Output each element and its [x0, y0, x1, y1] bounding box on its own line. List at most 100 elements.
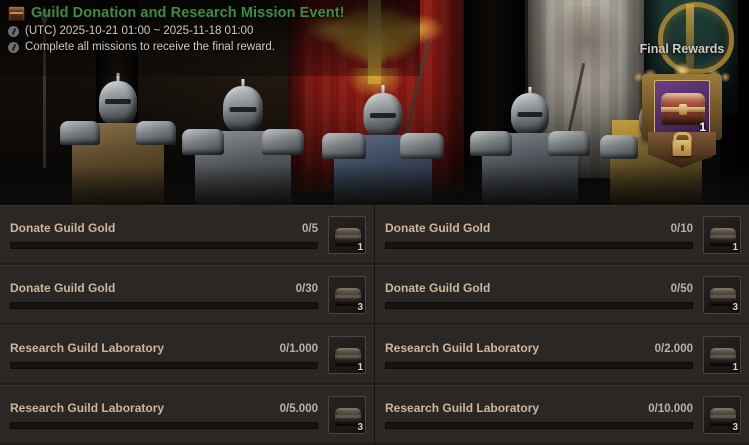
mission-progress-count: 0/10 — [670, 222, 693, 235]
mission-info: Donate Guild Gold 0/5 — [10, 221, 328, 249]
mission-row[interactable]: Research Guild Laboratory 0/10.000 3 — [375, 385, 749, 443]
banner-bottom-fade — [0, 165, 749, 205]
mission-row[interactable]: Donate Guild Gold 0/10 1 — [375, 205, 749, 263]
mission-info: Donate Guild Gold 0/30 — [10, 281, 328, 309]
treasure-chest-item-icon — [661, 93, 705, 125]
mission-reward-slot[interactable]: 3 — [703, 395, 741, 434]
info-icon — [8, 25, 19, 37]
knight-plume — [116, 73, 120, 85]
knight-pauldron-right — [548, 131, 590, 156]
knight-plume — [528, 87, 532, 97]
knight-plume — [241, 79, 245, 90]
mission-header: Donate Guild Gold 0/5 — [10, 221, 318, 235]
mission-reward-slot[interactable]: 1 — [328, 335, 366, 374]
mission-row[interactable]: Research Guild Laboratory 0/1.000 1 — [0, 325, 374, 383]
chest-icon — [335, 227, 361, 246]
final-rewards-label: Final Rewards — [639, 42, 725, 56]
mission-header: Research Guild Laboratory 0/10.000 — [385, 401, 693, 415]
column-divider — [374, 205, 375, 445]
mission-name: Research Guild Laboratory — [10, 340, 165, 355]
mission-reward-slot[interactable]: 3 — [703, 275, 741, 314]
treasure-chest-icon — [8, 5, 25, 21]
mission-header: Research Guild Laboratory 0/2.000 — [385, 341, 693, 355]
banner-artwork — [0, 0, 749, 205]
page-title: Guild Donation and Research Mission Even… — [31, 5, 345, 21]
mission-info: Research Guild Laboratory 0/1.000 — [10, 341, 328, 369]
mission-name: Donate Guild Gold — [385, 220, 491, 235]
knight-pauldron-right — [400, 133, 444, 159]
knight-pauldron-left — [600, 135, 638, 159]
event-note-text: Complete all missions to receive the fin… — [25, 41, 275, 53]
mission-reward-quantity: 3 — [732, 421, 738, 433]
event-period-line: (UTC) 2025-10-21 01:00 ~ 2025-11-18 01:0… — [8, 25, 345, 37]
final-rewards-panel[interactable]: Final Rewards 1 — [623, 42, 741, 168]
chest-icon — [335, 287, 361, 306]
mission-progress-count: 0/10.000 — [648, 402, 693, 415]
mission-header: Research Guild Laboratory 0/1.000 — [10, 341, 318, 355]
event-period-text: (UTC) 2025-10-21 01:00 ~ 2025-11-18 01:0… — [25, 25, 254, 37]
mission-name: Donate Guild Gold — [10, 220, 116, 235]
knight-pauldron-left — [182, 129, 224, 155]
knight-pauldron-right — [262, 129, 304, 155]
knight-pauldron-left — [470, 131, 512, 156]
knight-pauldron-left — [322, 133, 366, 159]
mission-progress-count: 0/5.000 — [279, 402, 318, 415]
mission-info: Research Guild Laboratory 0/5.000 — [10, 401, 328, 429]
final-rewards-plaque[interactable]: 1 — [628, 58, 736, 168]
mission-progress-count: 0/5 — [302, 222, 318, 235]
mission-name: Research Guild Laboratory — [385, 400, 540, 415]
event-title-row: Guild Donation and Research Mission Even… — [8, 5, 345, 21]
header-scrim — [0, 0, 420, 76]
info-icon — [8, 41, 19, 53]
mission-header: Research Guild Laboratory 0/5.000 — [10, 401, 318, 415]
final-reward-quantity: 1 — [699, 120, 706, 134]
mission-row[interactable]: Donate Guild Gold 0/5 1 — [0, 205, 374, 263]
mission-reward-quantity: 1 — [357, 361, 363, 373]
mission-reward-slot[interactable]: 1 — [328, 215, 366, 254]
mission-row[interactable]: Research Guild Laboratory 0/2.000 1 — [375, 325, 749, 383]
knight-pauldron-right — [136, 121, 176, 145]
mission-progress-bar — [10, 241, 318, 249]
chest-icon — [710, 227, 736, 246]
mission-header: Donate Guild Gold 0/30 — [10, 281, 318, 295]
mission-row[interactable]: Research Guild Laboratory 0/5.000 3 — [0, 385, 374, 443]
mission-progress-bar — [385, 301, 693, 309]
mission-reward-slot[interactable]: 1 — [703, 335, 741, 374]
mission-name: Donate Guild Gold — [10, 280, 116, 295]
mission-header: Donate Guild Gold 0/10 — [385, 221, 693, 235]
spear-shaft-left — [43, 18, 46, 168]
knight-pauldron-left — [60, 121, 100, 145]
mission-progress-count: 0/30 — [295, 282, 318, 295]
mission-reward-quantity: 3 — [357, 301, 363, 313]
mission-reward-quantity: 1 — [357, 241, 363, 253]
mission-reward-slot[interactable]: 3 — [328, 395, 366, 434]
event-header: Guild Donation and Research Mission Even… — [0, 0, 355, 53]
knight-visor — [370, 113, 396, 118]
mission-progress-bar — [10, 361, 318, 369]
final-reward-slot[interactable]: 1 — [654, 80, 710, 136]
mission-list[interactable]: Donate Guild Gold 0/5 1 Donate Guild Gol… — [0, 205, 749, 445]
mission-reward-slot[interactable]: 3 — [328, 275, 366, 314]
mission-info: Donate Guild Gold 0/10 — [385, 221, 703, 249]
mission-reward-quantity: 1 — [732, 361, 738, 373]
mission-progress-bar — [10, 301, 318, 309]
mission-progress-count: 0/2.000 — [654, 342, 693, 355]
event-banner: Guild Donation and Research Mission Even… — [0, 0, 749, 205]
padlock-icon — [672, 140, 692, 156]
mission-header: Donate Guild Gold 0/50 — [385, 281, 693, 295]
mission-progress-count: 0/50 — [670, 282, 693, 295]
chest-icon — [710, 407, 736, 426]
knight-visor — [229, 107, 257, 112]
mission-reward-quantity: 1 — [732, 241, 738, 253]
mission-info: Research Guild Laboratory 0/10.000 — [385, 401, 703, 429]
green-banner-pole — [686, 4, 694, 78]
mission-reward-quantity: 3 — [732, 301, 738, 313]
mission-row[interactable]: Donate Guild Gold 0/30 3 — [0, 265, 374, 323]
chest-icon — [335, 407, 361, 426]
mission-progress-bar — [10, 421, 318, 429]
chest-icon — [710, 287, 736, 306]
mission-reward-slot[interactable]: 1 — [703, 215, 741, 254]
mission-row[interactable]: Donate Guild Gold 0/50 3 — [375, 265, 749, 323]
mission-name: Research Guild Laboratory — [385, 340, 540, 355]
